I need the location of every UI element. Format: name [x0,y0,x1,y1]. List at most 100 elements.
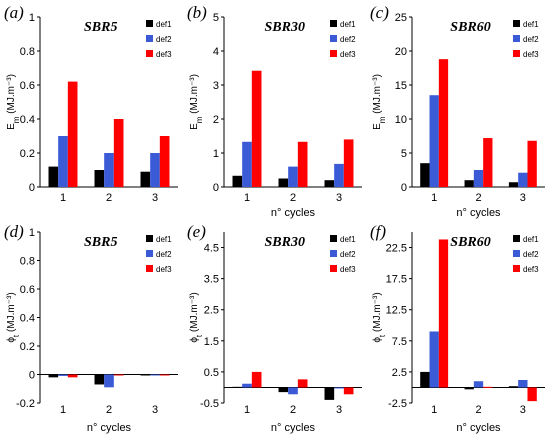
y-tick-label: 17.5 [386,274,407,286]
x-axis-label: n° cycles [456,207,501,219]
y-axis-label-main: ϕ [372,337,383,343]
bar-def2-cycle-2 [288,166,298,187]
bar-def3-cycle-1 [67,374,78,378]
y-axis-label-sub: t [12,334,21,337]
panel-title: SBR30 [264,20,304,35]
x-tick-label: 3 [336,404,342,416]
y-axis-label: ϕt (MJ.m⁻³) [372,292,387,342]
bar-def3-cycle-3 [527,140,537,187]
bar-def2-cycle-1 [58,136,68,187]
x-tick-label: 1 [244,404,250,416]
bar-def1-cycle-3 [508,182,519,187]
y-tick-label: 4.5 [204,243,219,255]
bar-def2-cycle-2 [104,374,114,388]
y-axis-label-sub: m [195,116,204,123]
y-axis-label-main: E [372,123,383,130]
bar-def2-cycle-3 [334,387,344,389]
bar-def1-cycle-2 [464,180,474,187]
legend-label-def3: def3 [523,50,539,59]
x-axis-label: n° cycles [271,422,316,434]
y-tick-label: 0.6 [20,80,35,92]
panel-letter: (d) [4,222,24,241]
bar-def2-cycle-2 [288,387,298,395]
x-tick-label: 3 [520,192,526,204]
legend-swatch-def3 [330,265,337,272]
bar-def3-cycle-3 [159,374,170,376]
x-tick-label: 2 [475,192,481,204]
y-tick-label: -0.5 [200,398,219,410]
x-tick-label: 2 [290,192,296,204]
panel-title: SBR5 [84,20,117,35]
panel-title: SBR30 [264,235,304,250]
y-axis-label-unit: (MJ.m⁻³) [6,74,17,117]
legend-label-def1: def1 [340,20,356,29]
y-axis-label-main: E [6,123,17,130]
chart-panel-2: (b) SBR30 0 1 2 3 4 5 Em (MJ.m⁻³) 1 2 3 n° cycles def… [187,3,362,219]
y-tick-label: 0 [401,182,407,194]
bar-def3-cycle-3 [527,387,537,402]
y-tick-label: 22.5 [386,243,407,255]
bar-def3-cycle-3 [343,139,354,187]
y-tick-label: 0 [29,182,35,194]
legend-swatch-def1 [330,235,337,242]
chart-panel-4: (d) SBR5 -0.2 0 0.2 0.4 0.6 0.8 1 ϕt (MJ.m⁻³) 1 2 3 n… [4,222,178,434]
legend-label-def2: def2 [523,250,539,259]
x-tick-label: 1 [431,192,437,204]
panel-title: SBR5 [84,235,117,250]
x-axis-label: n° cycles [87,422,132,434]
legend-swatch-def1 [146,235,153,242]
panel-letter: (c) [370,3,389,22]
legend-label-def1: def1 [156,235,172,244]
x-tick-label: 1 [60,192,66,204]
y-axis-label: Em (MJ.m⁻³) [6,74,21,130]
bar-def2-cycle-3 [150,374,160,376]
x-tick-label: 3 [152,404,158,416]
y-axis-label-unit: (MJ.m⁻³) [372,74,383,117]
y-tick-label: 0.6 [20,284,35,296]
y-axis-label-sub: t [378,334,387,337]
panel-letter: (a) [4,3,24,22]
legend-label-def3: def3 [156,50,172,59]
bar-def1-cycle-2 [464,387,474,390]
y-tick-label: 25 [395,12,407,24]
y-tick-label: 2 [213,114,219,126]
legend-swatch-def3 [146,50,153,57]
y-tick-label: 0.4 [20,313,35,325]
y-tick-label: 0.8 [20,256,35,268]
bar-def2-cycle-3 [518,172,528,187]
y-tick-label: -2.5 [388,398,407,410]
legend-label-def1: def1 [156,20,172,29]
panel-letter: (b) [187,3,207,22]
y-tick-label: -0.2 [16,398,35,410]
bar-def1-cycle-3 [324,180,335,187]
x-tick-label: 3 [336,192,342,204]
y-tick-label: 0.2 [20,148,35,160]
bar-def1-cycle-1 [420,163,430,187]
bar-def1-cycle-1 [232,175,243,187]
y-tick-label: 2.5 [392,367,407,379]
bar-def2-cycle-1 [242,383,252,388]
bar-def3-cycle-2 [483,138,493,187]
legend-label-def2: def2 [156,250,172,259]
legend-label-def1: def1 [340,235,356,244]
bar-def1-cycle-3 [508,386,519,388]
y-tick-label: 0.4 [20,114,35,126]
y-tick-label: 3.5 [204,274,219,286]
bar-def1-cycle-2 [278,178,289,187]
legend-label-def1: def1 [523,235,539,244]
bar-def3-cycle-2 [297,141,308,187]
bar-def2-cycle-2 [473,381,484,388]
y-axis-label: ϕt (MJ.m⁻³) [189,292,204,342]
x-tick-label: 2 [290,404,296,416]
y-tick-label: 10 [395,114,407,126]
bar-def1-cycle-1 [48,166,59,187]
y-tick-label: 0.2 [20,341,35,353]
chart-panel-3: (c) SBR60 0 5 10 15 20 25 Em (MJ.m⁻³) 1 2 3 n° cycle… [370,3,545,219]
y-tick-label: 3 [213,80,219,92]
x-tick-label: 3 [520,404,526,416]
bar-def1-cycle-2 [94,374,105,385]
bar-def2-cycle-3 [518,379,528,388]
y-axis-label-unit: (MJ.m⁻³) [6,292,17,335]
y-axis-label: Em (MJ.m⁻³) [372,74,387,130]
y-axis-label-main: E [189,123,200,130]
